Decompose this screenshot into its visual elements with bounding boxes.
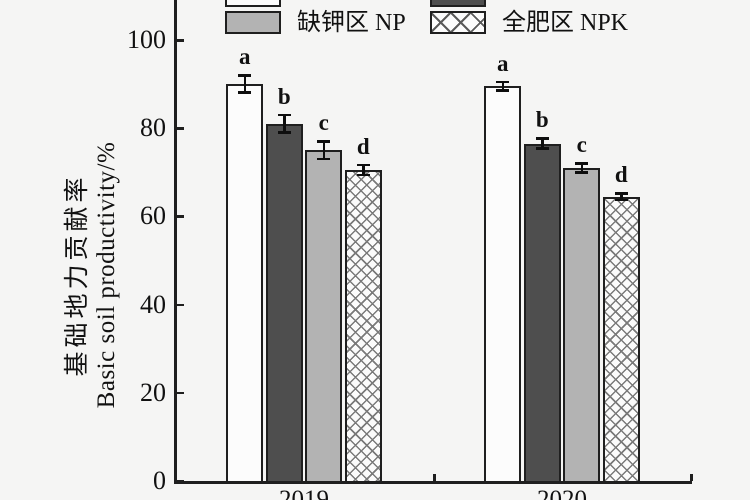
y-tick: [176, 391, 184, 395]
bar: [563, 167, 601, 481]
error-bar: [283, 114, 286, 133]
error-bar-cap-top: [356, 163, 370, 167]
error-bar: [580, 163, 583, 173]
y-tick: [176, 215, 184, 218]
bar: [265, 123, 303, 481]
error-bar-cap-bottom: [317, 157, 331, 161]
error-bar-cap-bottom: [277, 131, 291, 134]
significance-letter: c: [318, 110, 329, 136]
y-tick: [176, 303, 184, 307]
error-bar-cap-bottom: [614, 198, 628, 202]
y-tick-label: 80: [140, 113, 166, 143]
error-bar-cap-top: [614, 192, 628, 195]
significance-letter: c: [576, 132, 587, 158]
error-bar: [501, 81, 504, 91]
y-tick-label: 0: [153, 466, 166, 495]
error-bar-cap-top: [496, 80, 510, 84]
y-tick: [176, 127, 184, 130]
error-bar-cap-bottom: [356, 173, 370, 177]
y-axis-line: [174, 0, 177, 483]
x-tick: [690, 474, 693, 481]
legend-swatch: [430, 11, 486, 34]
y-tick-label: 20: [140, 377, 166, 407]
x-category-label: 2020: [537, 486, 587, 500]
significance-letter: a: [239, 44, 251, 70]
significance-letter: d: [614, 162, 628, 188]
legend-swatch: [225, 11, 281, 34]
bar: [226, 84, 264, 481]
error-bar-cap-top: [238, 74, 252, 77]
x-axis-line: [174, 481, 692, 484]
y-tick: [176, 480, 184, 483]
error-bar-cap-bottom: [575, 171, 589, 174]
y-axis-label: 基础地力贡献率 Basic soil productivity/%: [64, 35, 122, 500]
y-tick: [176, 39, 184, 42]
x-tick: [433, 474, 436, 481]
error-bar-cap-bottom: [535, 147, 549, 150]
error-bar: [322, 141, 325, 160]
error-bar-cap-top: [575, 162, 589, 165]
significance-letter: d: [356, 133, 370, 159]
error-bar-cap-top: [535, 137, 549, 140]
bar: [484, 86, 522, 481]
bar: [305, 150, 343, 481]
error-bar-cap-bottom: [496, 89, 510, 92]
significance-letter: b: [535, 107, 549, 133]
y-tick-label: 60: [140, 201, 166, 231]
y-tick-label: 100: [127, 25, 166, 54]
y-axis-label-zh: 基础地力贡献率: [64, 173, 91, 377]
error-bar-cap-top: [317, 140, 331, 143]
legend-swatch: [430, 0, 486, 7]
x-category-label: 2019: [279, 486, 329, 500]
error-bar: [541, 138, 544, 149]
bar: [602, 196, 640, 481]
y-axis-label-en: Basic soil productivity/%: [93, 141, 120, 409]
error-bar: [362, 164, 365, 176]
legend-item-label: 缺钾区 NP: [297, 10, 406, 36]
legend-item-label: 全肥区 NPK: [502, 10, 629, 36]
y-tick-label: 40: [140, 289, 166, 319]
significance-letter: b: [277, 83, 291, 109]
legend-swatch: [225, 0, 281, 7]
bar: [344, 170, 382, 481]
error-bar: [243, 75, 246, 93]
bar: [523, 143, 561, 481]
error-bar-cap-bottom: [238, 91, 252, 94]
error-bar: [620, 193, 623, 201]
error-bar-cap-top: [277, 113, 291, 117]
significance-letter: a: [497, 50, 509, 76]
